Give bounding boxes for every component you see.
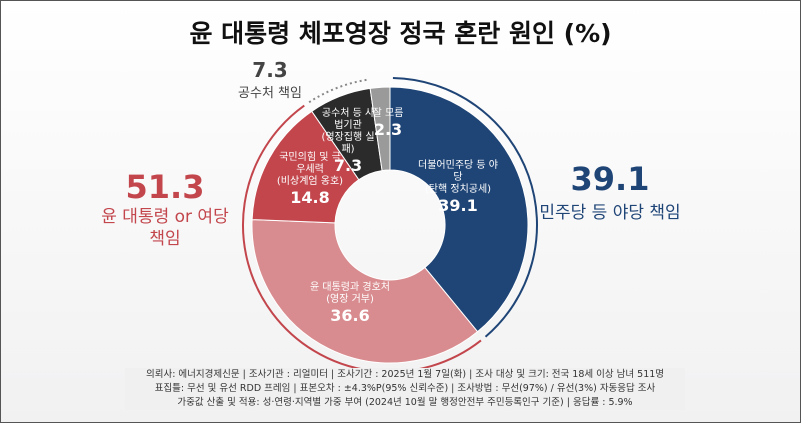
slice-2 — [251, 110, 360, 224]
bracket-opposition — [392, 77, 538, 338]
chart-title: 윤 대통령 체포영장 정국 혼란 원인 (%) — [189, 19, 612, 48]
slice-4 — [369, 86, 391, 172]
slice-label-4: 잘 모름 2.3 — [372, 108, 404, 139]
slice-1 — [251, 219, 479, 364]
slice-label-3: 공수처 등 사법기관 (영장집행 실패) 7.3 — [321, 108, 375, 175]
group-ruling: 51.3 윤 대통령 or 여당 책임 — [101, 168, 229, 249]
slice-label-2: 국민의힘 및 극우세력 (비상계엄 옹호) 14.8 — [276, 152, 344, 207]
slice-0 — [389, 86, 529, 333]
slice-label-0: 더불어민주당 등 야당 (탄핵 정치공세) 39.1 — [418, 160, 498, 215]
group-cio: 7.3 공수처 책임 — [238, 58, 302, 101]
group-opposition: 39.1 민주당 등 야당 책임 — [539, 160, 681, 223]
survey-footnote: 의뢰사: 에너지경제신문 | 조사기관 : 리얼미터 | 조사기간 : 2025… — [125, 368, 685, 410]
slice-label-1: 윤 대통령과 경호처 (영장 거부) 36.6 — [310, 282, 390, 325]
